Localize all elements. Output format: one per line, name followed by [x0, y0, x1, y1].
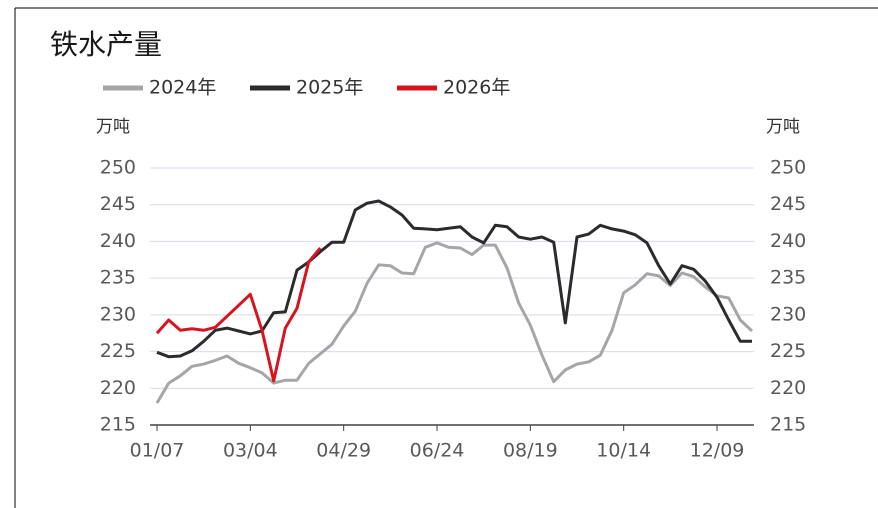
y2-tick-label: 240: [770, 230, 806, 252]
x-tick-label: 08/19: [503, 440, 558, 462]
y2-tick-label: 225: [770, 340, 806, 362]
y2-tick-label: 245: [770, 193, 806, 215]
x-tick-label: 06/24: [410, 440, 465, 462]
chart-title: 铁水产量: [50, 28, 162, 61]
x-tick-label: 04/29: [316, 440, 371, 462]
series-line: [155, 247, 322, 383]
x-tick-label: 01/07: [130, 440, 185, 462]
x-tick-label: 10/14: [596, 440, 651, 462]
y-tick-label: 230: [100, 303, 136, 325]
x-tick-label: 03/04: [223, 440, 278, 462]
y2-tick-label: 250: [770, 157, 806, 179]
y2-tick-label: 215: [770, 414, 806, 436]
y2-tick-label: 235: [770, 267, 806, 289]
y-tick-label: 215: [100, 414, 136, 436]
y-tick-label: 240: [100, 230, 136, 252]
y2-tick-label: 230: [770, 303, 806, 325]
y-unit-left: 万吨: [96, 117, 130, 137]
legend-label: 2024年: [149, 77, 216, 99]
y-tick-label: 220: [100, 377, 136, 399]
y-tick-label: 250: [100, 157, 136, 179]
legend-label: 2025年: [296, 77, 363, 99]
x-tick-label: 12/09: [690, 440, 745, 462]
series-line: [155, 241, 754, 404]
y-tick-label: 245: [100, 193, 136, 215]
y2-tick-label: 220: [770, 377, 806, 399]
y-unit-right: 万吨: [766, 117, 800, 137]
legend-label: 2026年: [443, 77, 510, 99]
y-tick-label: 235: [100, 267, 136, 289]
y-tick-label: 225: [100, 340, 136, 362]
series-line: [156, 199, 752, 359]
